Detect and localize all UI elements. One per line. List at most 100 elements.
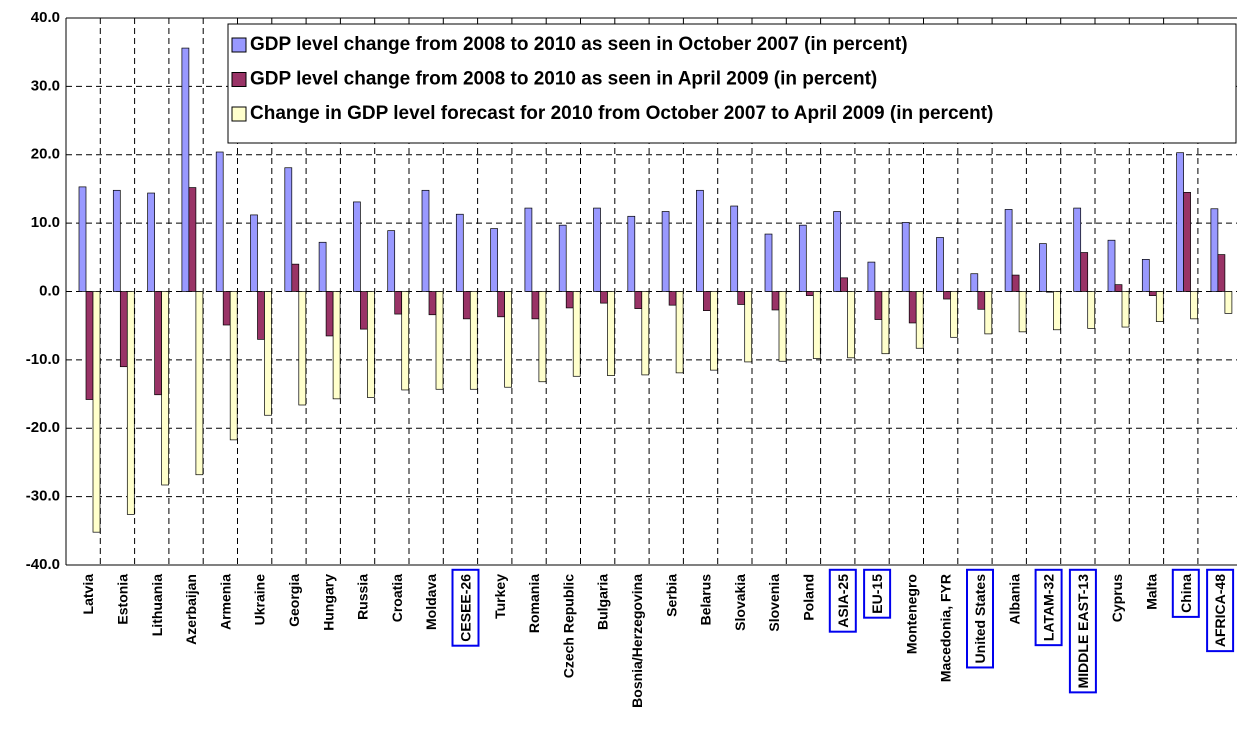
bar	[1018, 291, 1027, 333]
bar	[1121, 291, 1130, 328]
category-highlight-box	[1171, 568, 1200, 618]
bar	[627, 215, 636, 292]
category-highlight-box	[966, 568, 995, 669]
bar	[565, 291, 574, 309]
bar	[970, 273, 979, 292]
category-highlight-box	[1034, 568, 1063, 647]
bar	[1107, 239, 1116, 292]
y-tick-label: 40.0	[31, 9, 60, 26]
bar	[936, 237, 944, 292]
x-tick-label: Macedonia, FYR	[938, 574, 954, 682]
x-tick-label: ASIA-25	[835, 574, 851, 628]
bar	[1217, 254, 1226, 292]
bar	[504, 291, 512, 388]
bar	[387, 230, 396, 292]
bar	[764, 233, 773, 292]
bar	[318, 241, 327, 292]
x-tick-label: Slovenia	[766, 574, 782, 632]
bar	[1080, 252, 1089, 292]
bar	[1210, 208, 1219, 292]
y-tick-label: 30.0	[31, 77, 60, 94]
bar	[1053, 291, 1061, 331]
bar	[908, 291, 917, 324]
bar	[85, 291, 94, 400]
bar	[771, 291, 780, 311]
bar	[229, 291, 238, 441]
bar	[394, 291, 403, 315]
bar	[538, 291, 547, 383]
x-tick-label: AFRICA-48	[1212, 574, 1228, 647]
x-tick-label: Estonia	[115, 574, 131, 625]
bar	[469, 291, 478, 390]
x-tick-label: Montenegro	[903, 574, 919, 654]
legend-label: GDP level change from 2008 to 2010 as se…	[250, 69, 877, 90]
bar	[600, 291, 608, 304]
x-tick-label: Serbia	[663, 574, 679, 617]
bar	[119, 291, 128, 368]
x-tick-label: Cyprus	[1109, 574, 1125, 622]
bar	[840, 277, 848, 292]
y-tick-label: 10.0	[31, 214, 60, 231]
x-tick-label: Latvia	[80, 574, 96, 615]
bar	[490, 228, 498, 292]
bar	[161, 291, 169, 486]
bar	[1004, 209, 1013, 292]
bar	[188, 187, 197, 292]
bar	[744, 291, 753, 363]
x-tick-label: Poland	[801, 574, 817, 621]
bar	[798, 224, 807, 292]
bar	[950, 291, 958, 338]
bar	[737, 291, 746, 305]
y-tick-label: 0.0	[39, 282, 60, 299]
bar	[284, 167, 293, 292]
bar	[1141, 259, 1150, 292]
bar	[1087, 291, 1096, 329]
x-tick-label: Armenia	[217, 574, 233, 630]
bar	[435, 291, 444, 390]
bar	[264, 291, 272, 416]
bar	[1224, 291, 1233, 314]
legend-swatch	[231, 72, 247, 87]
bar	[401, 291, 410, 391]
x-tick-label: MIDDLE EAST-13	[1075, 574, 1091, 689]
legend-swatch	[231, 37, 247, 53]
y-tick-label: -30.0	[26, 488, 60, 505]
x-tick-label: Moldava	[423, 574, 439, 630]
bar	[421, 189, 430, 292]
bar	[1073, 207, 1082, 292]
x-tick-label: CESEE-26	[458, 574, 474, 642]
legend-swatch	[231, 106, 247, 122]
bar	[558, 224, 567, 292]
legend-box	[227, 23, 1237, 144]
bar	[222, 291, 231, 326]
bar	[112, 189, 121, 292]
x-tick-label: Azerbaijan	[183, 574, 199, 645]
bar	[977, 291, 986, 310]
bar	[1046, 291, 1054, 293]
category-highlight-box	[451, 568, 480, 647]
bar	[126, 291, 135, 515]
bar	[634, 291, 643, 309]
bar	[524, 207, 533, 292]
bar	[497, 291, 505, 318]
bar	[455, 213, 464, 292]
bar	[661, 211, 670, 292]
y-tick-label: -10.0	[26, 351, 60, 368]
x-tick-label: Albania	[1006, 574, 1022, 625]
y-tick-label: 20.0	[31, 146, 60, 163]
bar	[291, 263, 300, 292]
x-tick-label: Romania	[526, 574, 542, 633]
x-tick-label: Belarus	[698, 574, 714, 626]
y-tick-label: -20.0	[26, 419, 60, 436]
bar	[78, 186, 87, 292]
category-highlight-box	[1206, 568, 1235, 653]
x-tick-label: Russia	[355, 574, 371, 620]
bar	[353, 201, 361, 292]
bar	[298, 291, 307, 406]
bar	[778, 291, 787, 362]
x-tick-label: Czech Republic	[560, 574, 576, 678]
bar	[154, 291, 162, 396]
x-tick-label: LATAM-32	[1041, 574, 1057, 641]
bar	[1114, 284, 1123, 292]
bar	[915, 291, 924, 349]
